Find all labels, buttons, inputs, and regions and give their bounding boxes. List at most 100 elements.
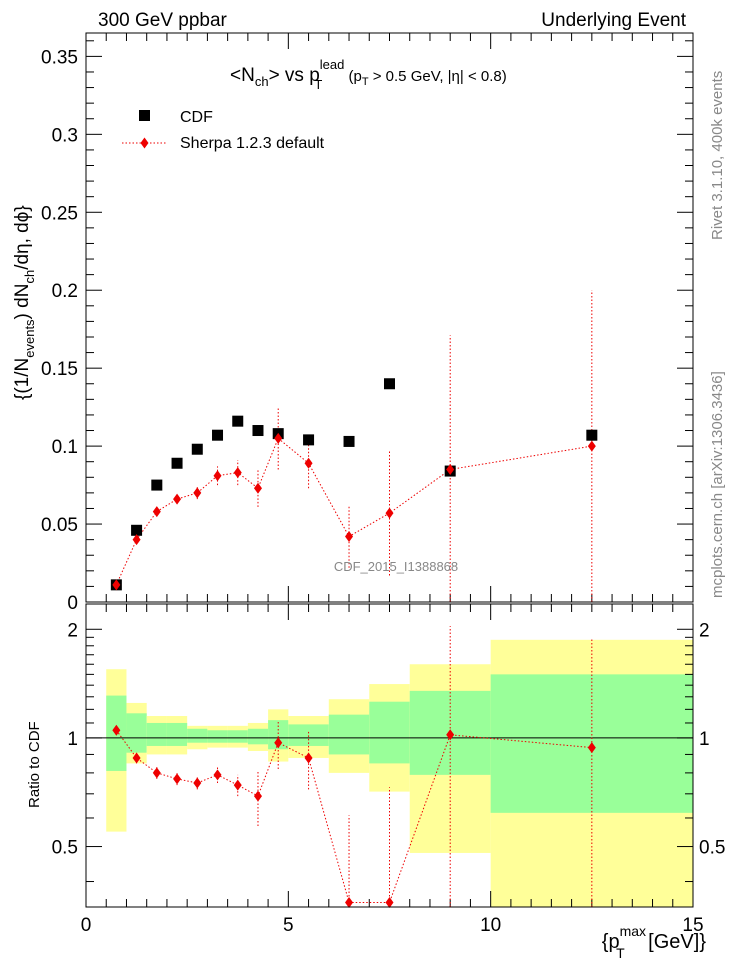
xlabel-part-a: {p xyxy=(602,931,620,953)
legend-sherpa-marker xyxy=(140,137,149,149)
title-part-c: (p xyxy=(344,68,362,85)
green-band-segment xyxy=(369,701,410,764)
sherpa-series-line xyxy=(115,437,592,586)
title-sub-b: T xyxy=(314,77,322,92)
green-band-segment xyxy=(268,720,289,750)
rivet-version-label: Rivet 3.1.10, 400k events xyxy=(709,71,726,240)
green-band-segment xyxy=(187,728,208,743)
sherpa-point xyxy=(193,487,202,499)
cdf-point xyxy=(303,434,315,446)
lower-y-tick-label-left: 1 xyxy=(67,729,78,750)
cdf-point xyxy=(343,435,355,447)
sherpa-point xyxy=(253,482,262,494)
green-band-segment xyxy=(288,724,329,746)
ratio-point xyxy=(345,896,354,908)
ratio-point xyxy=(587,742,596,754)
upper-y-tick-label: 0.3 xyxy=(52,125,78,146)
upper-y-tick-labels: 0 0.05 0.1 0.15 0.2 0.25 0.3 0.35 xyxy=(41,47,78,614)
title-part-a: <N xyxy=(230,65,255,86)
cdf-point xyxy=(252,425,264,437)
sherpa-point xyxy=(446,463,455,475)
upper-y-tick-label: 0.2 xyxy=(52,281,78,302)
lower-y-tick-label-right: 1 xyxy=(699,729,710,750)
cdf-point xyxy=(171,457,183,469)
ratio-point xyxy=(253,790,262,802)
cdf-point xyxy=(232,415,244,427)
lower-x-tick-labels: 0 5 10 15 xyxy=(81,915,704,936)
cdf-point xyxy=(586,429,598,441)
ratio-point xyxy=(152,767,161,779)
lower-y-tick-label-left: 2 xyxy=(67,620,78,641)
title-part-d: > 0.5 GeV, |η| < 0.8) xyxy=(369,68,507,85)
green-band-segment xyxy=(207,730,228,743)
chart-title: <Nch> vs plead T (pT > 0.5 GeV, |η| < 0.8… xyxy=(230,57,507,92)
ratio-point xyxy=(173,773,182,785)
green-band-segment xyxy=(166,722,188,746)
upper-y-tick-label: 0.15 xyxy=(41,359,78,380)
sherpa-point xyxy=(152,506,161,518)
cdf-point xyxy=(151,479,163,491)
xlabel-part-b: [GeV]} xyxy=(643,931,707,953)
mcplots-source-label: mcplots.cern.ch [arXiv:1306.3436] xyxy=(709,371,726,598)
ylabel-part-b: ) dN xyxy=(12,284,33,320)
cdf-point xyxy=(131,524,143,536)
x-tick-label: 10 xyxy=(480,915,501,936)
analysis-watermark: CDF_2015_I1388868 xyxy=(334,559,458,574)
header-left-label: 300 GeV ppbar xyxy=(98,10,228,31)
ratio-point xyxy=(304,752,313,764)
sherpa-point xyxy=(345,531,354,543)
sherpa-point xyxy=(233,467,242,479)
ratio-point xyxy=(274,737,283,749)
ratio-point xyxy=(112,724,121,736)
lower-y-tick-label-left: 0.5 xyxy=(52,838,78,859)
ratio-point xyxy=(446,729,455,741)
lower-ratio-panel: 0.5 0.5 1 1 2 2 0 5 10 15 Ratio to CDF {pmax T [G… xyxy=(26,603,726,961)
cdf-point xyxy=(212,429,224,441)
x-tick-label: 15 xyxy=(682,915,703,936)
green-band-segment xyxy=(227,730,248,743)
legend-sherpa-label: Sherpa 1.2.3 default xyxy=(180,135,325,152)
sherpa-point xyxy=(173,493,182,505)
title-sup-b: lead xyxy=(320,57,345,72)
upper-data-marks xyxy=(110,290,598,602)
upper-frame xyxy=(85,32,694,603)
title-sub-a: ch xyxy=(255,74,269,89)
ylabel-part-c: /dη, dϕ} xyxy=(12,205,33,270)
green-band-segment xyxy=(126,713,147,753)
ratio-point xyxy=(132,752,141,764)
ratio-point xyxy=(233,779,242,791)
x-tick-label: 5 xyxy=(283,915,294,936)
upper-y-tick-label: 0.1 xyxy=(52,437,78,458)
legend: CDF Sherpa 1.2.3 default xyxy=(122,109,325,152)
upper-y-tick-label: 0.35 xyxy=(41,47,78,68)
xlabel-sup: max xyxy=(620,923,646,939)
sherpa-point xyxy=(132,534,141,546)
legend-cdf-label: CDF xyxy=(180,109,213,126)
green-band-segment xyxy=(247,728,269,745)
title-sub-c: T xyxy=(362,76,369,88)
sherpa-point xyxy=(274,432,283,444)
uncertainty-bands xyxy=(106,639,693,907)
legend-cdf-marker xyxy=(139,110,150,121)
x-axis-label: {pmax T [GeV]} xyxy=(602,923,707,961)
title-part-b: > vs p xyxy=(269,65,320,86)
sherpa-point xyxy=(385,507,394,519)
green-band-segment xyxy=(146,722,167,746)
lower-y-tick-labels: 0.5 0.5 1 1 2 2 xyxy=(52,620,726,858)
upper-plot-panel: 00.050.10.150.20.250.30.35 <Nch> vs plea… xyxy=(12,32,694,614)
ylabel-part-a: {(1/N xyxy=(12,358,33,400)
lower-y-tick-label-right: 0.5 xyxy=(699,838,725,859)
lower-y-tick-label-right: 2 xyxy=(699,620,710,641)
ylabel-sub-b: ch xyxy=(22,270,37,284)
x-tick-label: 0 xyxy=(81,915,92,936)
ratio-y-axis-label: Ratio to CDF xyxy=(26,721,43,808)
cdf-point xyxy=(384,378,395,390)
ratio-point xyxy=(193,777,202,789)
header-right-label: Underlying Event xyxy=(541,10,686,31)
upper-y-tick-label: 0.05 xyxy=(41,515,78,536)
sherpa-point xyxy=(587,440,596,452)
cdf-point xyxy=(191,443,203,455)
ylabel-sub-a: events xyxy=(22,319,37,358)
upper-y-tick-label: 0.25 xyxy=(41,203,78,224)
